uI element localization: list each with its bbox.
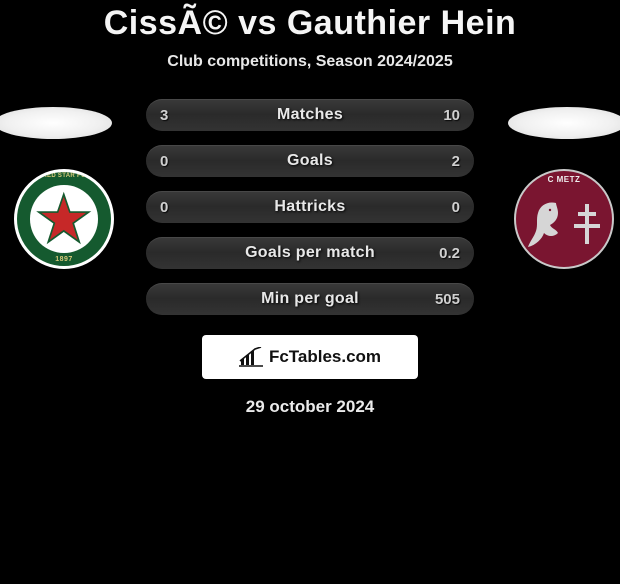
star-icon [36, 191, 92, 247]
brand-box[interactable]: FcTables.com [202, 335, 418, 379]
comparison-card: CissÃ© vs Gauthier Hein Club competition… [0, 4, 620, 417]
stat-label: Matches [146, 106, 474, 124]
subtitle: Club competitions, Season 2024/2025 [0, 53, 620, 71]
stat-row-min-per-goal: Min per goal 505 [146, 283, 474, 315]
badge-left-year: 1897 [17, 256, 111, 263]
stat-label: Min per goal [146, 290, 474, 308]
badge-left-top-text: RED STAR FC [17, 173, 111, 179]
stat-row-hattricks: 0 Hattricks 0 [146, 191, 474, 223]
chart-icon [239, 347, 263, 367]
cross-lorraine-icon [572, 202, 602, 246]
stat-label: Goals [146, 152, 474, 170]
stat-label: Goals per match [146, 244, 474, 262]
right-side: C METZ [480, 99, 620, 269]
stats-column: 3 Matches 10 0 Goals 2 0 Hattricks 0 Goa… [140, 99, 480, 315]
stat-row-goals-per-match: Goals per match 0.2 [146, 237, 474, 269]
page-title: CissÃ© vs Gauthier Hein [0, 4, 620, 43]
club-badge-right: C METZ [514, 169, 614, 269]
date-text: 29 october 2024 [0, 397, 620, 417]
player-photo-left [0, 107, 112, 139]
dragon-icon [526, 199, 564, 249]
brand-text: FcTables.com [269, 347, 381, 367]
stat-row-matches: 3 Matches 10 [146, 99, 474, 131]
main-row: RED STAR FC 1897 3 Matches 10 0 Goals [0, 99, 620, 315]
stat-label: Hattricks [146, 198, 474, 216]
left-side: RED STAR FC 1897 [0, 99, 140, 269]
badge-right-top-text: C METZ [516, 175, 612, 184]
player-photo-right [508, 107, 620, 139]
stat-row-goals: 0 Goals 2 [146, 145, 474, 177]
club-badge-left: RED STAR FC 1897 [14, 169, 114, 269]
